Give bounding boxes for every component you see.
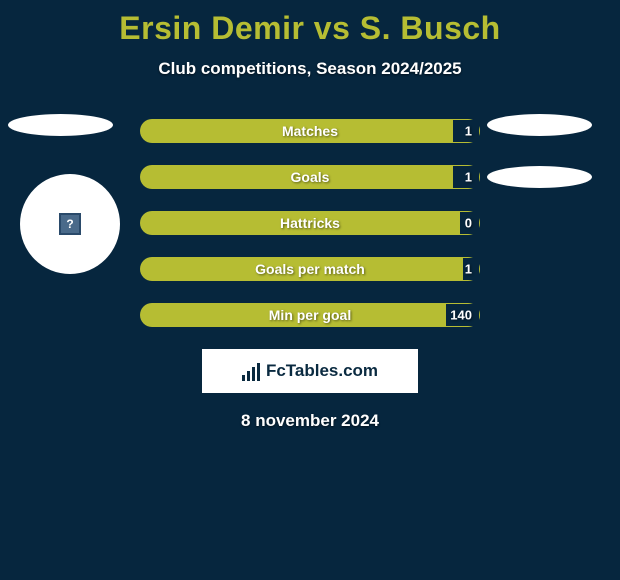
right-decor (487, 114, 592, 218)
stat-value-right: 0 (465, 216, 472, 231)
avatar-placeholder-icon: ? (59, 213, 81, 235)
player-avatar: ? (20, 174, 120, 274)
stat-label: Matches (140, 123, 480, 139)
stat-row: Goals per match1 (140, 257, 480, 281)
stat-row: Hattricks0 (140, 211, 480, 235)
brand-text: FcTables.com (266, 361, 378, 381)
ellipse-icon (487, 166, 592, 188)
stat-row: Min per goal140 (140, 303, 480, 327)
stat-label: Hattricks (140, 215, 480, 231)
page-title: Ersin Demir vs S. Busch (0, 0, 620, 47)
stat-value-right: 140 (450, 308, 472, 323)
stat-value-right: 1 (465, 262, 472, 277)
left-decor (8, 114, 113, 166)
stat-label: Min per goal (140, 307, 480, 323)
snapshot-date: 8 november 2024 (0, 411, 620, 431)
ellipse-icon (8, 114, 113, 136)
stat-label: Goals per match (140, 261, 480, 277)
page-subtitle: Club competitions, Season 2024/2025 (0, 59, 620, 79)
stat-row: Goals1 (140, 165, 480, 189)
stats-container: ? Matches1Goals1Hattricks0Goals per matc… (0, 119, 620, 327)
stat-row: Matches1 (140, 119, 480, 143)
ellipse-icon (487, 114, 592, 136)
logo-bars-icon (242, 361, 260, 381)
stat-bars: Matches1Goals1Hattricks0Goals per match1… (140, 119, 480, 327)
stat-label: Goals (140, 169, 480, 185)
brand-logo: FcTables.com (202, 349, 418, 393)
stat-value-right: 1 (465, 170, 472, 185)
stat-value-right: 1 (465, 124, 472, 139)
